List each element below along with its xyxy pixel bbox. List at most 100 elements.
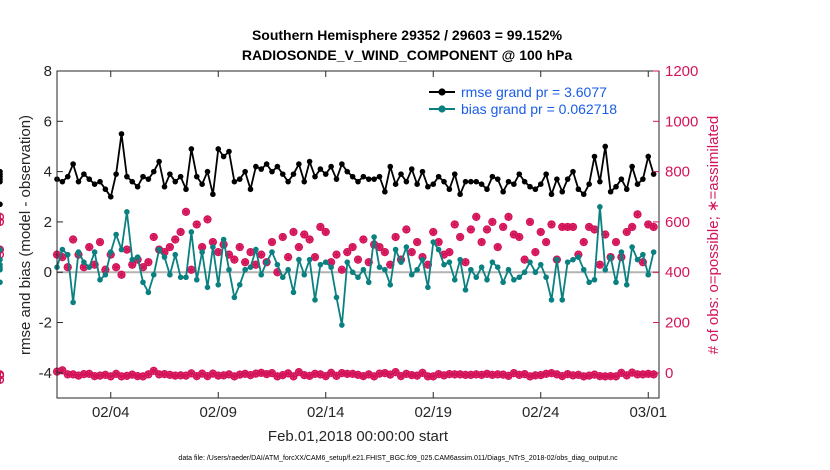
x-tick-label: 02/24 [522,404,560,421]
rmse-point [269,168,275,175]
bias-point [650,249,657,255]
bias-point [59,246,66,253]
obs-assimilated-low-point [289,372,298,381]
rmse-point [236,176,243,182]
rmse-point [59,178,66,185]
bias-point [0,256,3,263]
rmse-point [102,186,109,193]
bias-point [188,229,195,235]
bias-point [161,254,168,260]
obs-assimilated-point [305,235,314,244]
rmse-point [484,186,490,193]
y-left-tick-label: 4 [44,164,52,181]
legend: rmse grand pr = 3.6077 bias grand pr = 0… [429,84,617,117]
y-right-tick-label: 0 [665,365,673,382]
rmse-point [618,176,625,182]
obs-assimilated-point [628,222,637,231]
y-left-tick-label: 0 [44,264,52,281]
rmse-point [355,178,361,185]
bias-point [521,269,528,276]
bias-point [376,264,383,271]
bias-point [113,231,119,238]
y-right-tick-label: 600 [665,214,690,231]
rmse-point [172,178,179,185]
obs-assimilated-point [289,227,298,236]
rmse-point [247,186,254,193]
bias-point [382,266,388,273]
rmse-point [322,171,329,177]
bias-point [64,251,71,258]
rmse-point [435,173,442,180]
rmse-point [408,166,415,172]
obs-assimilated-point [284,253,293,262]
rmse-point [339,161,345,167]
obs-assimilated-point [413,238,422,247]
bias-point [425,284,431,291]
obs-assimilated-low-point [300,371,309,380]
rmse-point [124,173,130,180]
bias-point [70,299,76,306]
rmse-point [446,186,453,193]
bias-point [124,209,130,215]
obs-assimilated-point [257,250,266,259]
bias-point [0,279,3,286]
bias-point [204,284,211,291]
bias-point [177,274,184,281]
rmse-point [505,178,512,185]
rmse-point [64,173,71,180]
obs-possible-high-point [0,212,5,221]
bias-point [564,259,571,265]
rmse-point [419,168,426,175]
bias-point [269,249,275,255]
bias-point [247,264,254,271]
rmse-point [253,163,259,170]
obs-assimilated-point [633,210,642,219]
bias-point [172,251,179,258]
obs-assimilated-point [493,243,502,252]
obs-assimilated-point [391,233,400,242]
rmse-point [457,191,463,198]
obs-assimilated-point [434,238,443,247]
bias-point [199,249,205,255]
rmse-point [586,181,592,187]
bias-point [494,264,501,271]
bias-point [193,276,200,283]
bias-point [0,264,3,270]
rmse-point [226,148,232,155]
y-axis-right-label: # of obs: o=possible; ∗=assimilated [705,116,722,355]
bias-point [333,294,340,301]
bias-point [167,271,173,278]
rmse-point [580,191,587,198]
bias-point [586,279,592,286]
rmse-series [0,131,657,208]
rmse-point [473,178,480,185]
y-right-tick-label: 1200 [665,63,698,80]
rmse-point [489,173,496,180]
obs-assimilated-point [547,220,556,229]
bias-point [505,266,512,273]
rmse-point [140,173,146,180]
obs-assimilated-point [590,225,599,234]
rmse-point [113,171,119,177]
bias-point [607,254,614,260]
bias-point [613,279,619,286]
bias-point [285,266,291,273]
y-left-tick-label: -4 [39,365,52,382]
rmse-point [591,153,598,160]
obs-assimilated-point [69,235,78,244]
obs-assimilated-point [235,243,244,252]
obs-assimilated-low-point [182,371,190,380]
obs-assimilated-point [241,258,250,267]
bias-point [591,276,598,283]
bias-point [156,246,162,253]
bias-point [236,282,243,288]
obs-assimilated-point [343,248,352,257]
y-left-tick-label: 8 [44,63,52,80]
obs-assimilated-point [316,222,325,231]
rmse-point [242,168,248,175]
obs-assimilated-point [332,250,341,259]
bias-point [242,266,248,273]
bias-point [403,244,410,250]
bias-point [640,251,646,258]
rmse-point [623,186,630,193]
